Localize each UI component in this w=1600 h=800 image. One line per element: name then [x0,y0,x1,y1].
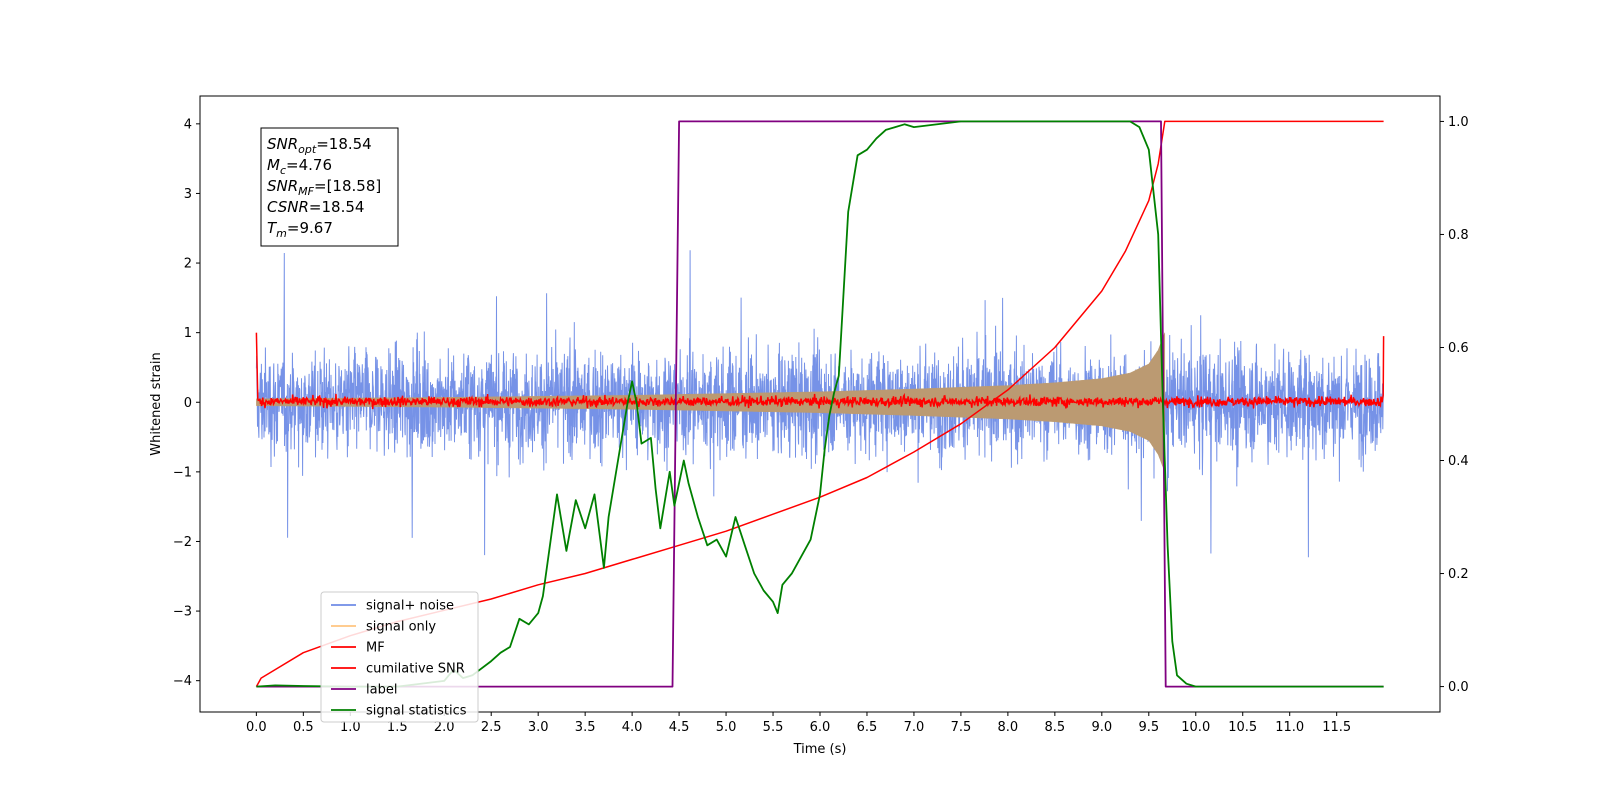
y-tick-label: 4 [184,117,192,132]
legend: signal+ noise signal only MF cumilative SNR… [320,591,479,723]
y-axis-right: 0.0 0.2 0.4 0.6 0.8 1.0 [1440,115,1469,695]
x-tick-label: 4.5 [669,720,690,735]
x-tick-label: 8.5 [1045,720,1066,735]
x-axis-label: Time (s) [793,742,847,757]
y-axis-left: −4 −3 −2 −1 0 1 2 3 4 [173,117,200,689]
x-axis: 0.0 0.5 1.0 1.5 2.0 2.5 3.0 3.5 4.0 4.5 5.0 5.5 6.0 6… [246,712,1351,735]
y-tick-label: −2 [173,535,192,550]
y2-tick-label: 0.8 [1448,228,1469,243]
x-tick-label: 1.5 [387,720,408,735]
y-tick-label: 1 [184,326,192,341]
x-tick-label: 3.0 [528,720,549,735]
x-tick-label: 10.5 [1228,720,1257,735]
x-tick-label: 7.5 [951,720,972,735]
annotation-line: SNRopt=18.54 [267,135,372,156]
x-tick-label: 9.0 [1091,720,1112,735]
x-tick-label: 8.0 [998,720,1019,735]
stats-annotation-box: SNRopt=18.54Mc=4.76SNRMF=[18.58]CSNR=18.… [260,127,399,247]
y2-tick-label: 0.4 [1448,454,1469,469]
x-tick-label: 11.5 [1322,720,1351,735]
legend-entry: label [366,683,397,698]
x-tick-label: 3.5 [575,720,596,735]
x-tick-label: 2.0 [434,720,455,735]
annotation-line: Tm=9.67 [267,219,333,240]
x-tick-label: 6.5 [857,720,878,735]
y-tick-label: −4 [173,674,192,689]
series-signal-statistics [256,120,1384,688]
legend-entry: MF [366,641,385,656]
legend-entry: signal+ noise [366,599,454,614]
legend-entry: cumilative SNR [366,662,465,677]
y-tick-label: 3 [184,187,192,202]
x-tick-label: 5.5 [763,720,784,735]
legend-frame [320,591,479,723]
x-tick-label: 1.0 [340,720,361,735]
x-tick-label: 0.0 [246,720,267,735]
x-tick-label: 4.0 [622,720,643,735]
y-tick-label: −3 [173,605,192,620]
annotation-line: CSNR=18.54 [267,198,364,216]
y-tick-label: 0 [184,396,192,411]
x-tick-label: 5.0 [716,720,737,735]
annotation-line: Mc=4.76 [267,156,332,177]
annotation-line: SNRMF=[18.58] [267,177,381,198]
y2-tick-label: 0.0 [1448,680,1469,695]
legend-entry: signal only [366,620,436,635]
series-mf [255,332,1385,410]
y-tick-label: 2 [184,257,192,272]
x-tick-label: 11.0 [1275,720,1304,735]
y-axis-label: Whitened strain [149,352,164,455]
x-tick-label: 0.5 [293,720,314,735]
y2-tick-label: 1.0 [1448,115,1469,130]
y2-tick-label: 0.6 [1448,341,1469,356]
x-tick-label: 6.0 [810,720,831,735]
legend-entry: signal statistics [366,704,467,719]
x-tick-label: 10.0 [1181,720,1210,735]
x-tick-label: 2.5 [481,720,502,735]
annotation-frame [260,127,399,247]
x-tick-label: 7.0 [904,720,925,735]
y-tick-label: −1 [173,465,192,480]
y2-tick-label: 0.2 [1448,567,1469,582]
x-tick-label: 9.5 [1138,720,1159,735]
